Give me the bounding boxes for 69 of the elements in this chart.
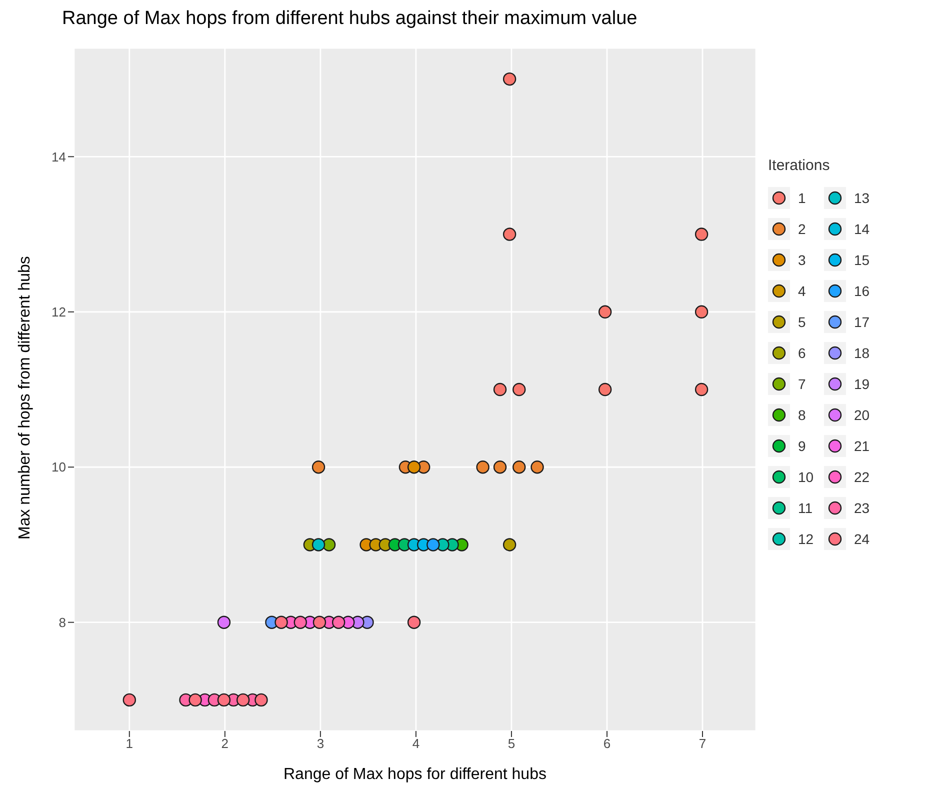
legend-label: 18 xyxy=(854,344,871,360)
legend-label: 20 xyxy=(854,406,871,422)
point xyxy=(332,616,346,629)
legend-label: 5 xyxy=(798,314,807,330)
legend-label: 11 xyxy=(798,500,814,516)
legend-label: 22 xyxy=(854,468,871,484)
legend-label: 14 xyxy=(854,220,871,236)
legend-label: 16 xyxy=(854,282,871,298)
point xyxy=(312,460,326,474)
point xyxy=(312,616,326,629)
point xyxy=(407,616,421,629)
point xyxy=(426,538,440,552)
point xyxy=(122,693,136,707)
legend-label: 10 xyxy=(798,468,815,484)
point xyxy=(493,460,507,474)
point xyxy=(512,460,526,474)
y-axis-title: Max number of hops from different hubs xyxy=(16,256,34,540)
point xyxy=(512,382,526,396)
point xyxy=(502,538,516,552)
legend-label: 15 xyxy=(854,252,871,268)
point xyxy=(274,616,288,629)
point xyxy=(254,693,268,707)
y-tick-label: 8 xyxy=(58,614,66,630)
legend-title: Iterations xyxy=(768,157,831,174)
point xyxy=(322,538,336,552)
point xyxy=(493,382,507,396)
legend-label: 7 xyxy=(798,376,807,392)
x-tick-label: 6 xyxy=(603,736,611,752)
legend-label: 21 xyxy=(854,438,871,454)
point xyxy=(694,382,708,396)
y-tick-label: 10 xyxy=(52,460,66,475)
point xyxy=(598,382,612,396)
legend-label: 12 xyxy=(798,530,815,546)
point xyxy=(476,460,490,474)
legend-label: 8 xyxy=(798,406,807,422)
y-tick-label: 14 xyxy=(52,149,66,164)
x-tick-label: 2 xyxy=(221,736,229,752)
point xyxy=(694,228,708,241)
point xyxy=(502,72,516,86)
point xyxy=(217,693,231,707)
legend-label: 19 xyxy=(854,376,871,392)
point xyxy=(502,228,516,241)
point xyxy=(407,460,421,474)
legend-label: 13 xyxy=(854,190,871,206)
point xyxy=(294,616,307,629)
x-tick-label: 5 xyxy=(508,736,516,752)
legend-label: 24 xyxy=(854,530,871,546)
point xyxy=(694,305,708,318)
x-axis-title: Range of Max hops for different hubs xyxy=(284,766,546,783)
legend-label: 2 xyxy=(798,220,807,236)
point xyxy=(312,538,326,552)
point xyxy=(530,460,544,474)
legend-label: 4 xyxy=(798,282,807,298)
point xyxy=(236,693,250,707)
legend-label: 17 xyxy=(854,314,871,330)
legend-label: 9 xyxy=(798,438,807,454)
legend-label: 6 xyxy=(798,344,807,360)
x-tick-label: 3 xyxy=(316,736,324,752)
x-tick-label: 4 xyxy=(412,736,420,752)
point xyxy=(217,616,231,629)
legend-label: 1 xyxy=(798,190,807,206)
x-tick-label: 1 xyxy=(126,736,134,752)
legend-label: 23 xyxy=(854,500,871,516)
point xyxy=(188,693,202,707)
chart-title: Range of Max hops from different hubs against their maximum value xyxy=(61,8,638,31)
x-tick-label: 7 xyxy=(698,736,706,752)
y-tick-label: 12 xyxy=(52,304,66,320)
legend-label: 3 xyxy=(798,252,807,268)
point xyxy=(598,305,612,318)
